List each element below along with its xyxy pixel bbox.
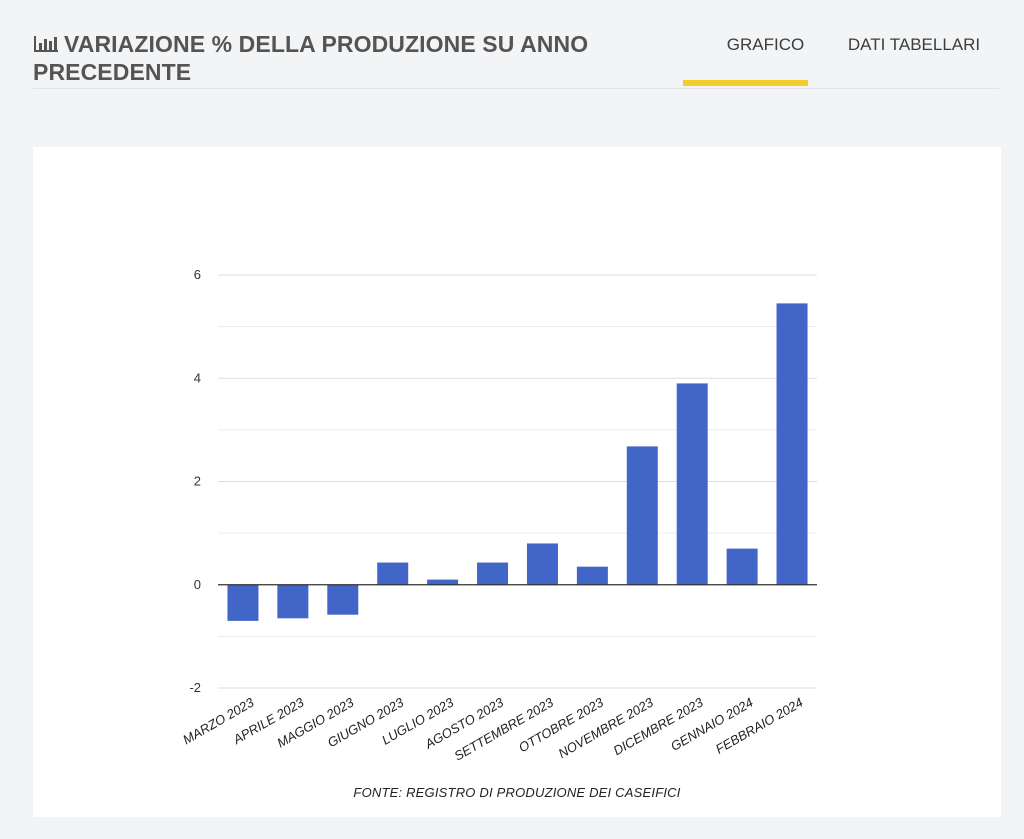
bar bbox=[526, 543, 558, 585]
bar bbox=[227, 584, 259, 621]
bar bbox=[327, 584, 359, 615]
bar bbox=[726, 548, 758, 585]
chart-card: -2 0 2 4 6 MARZO 2023 APRILE 2023 MAGGIO 2023 GI… bbox=[33, 147, 1001, 817]
y-tick-label: 4 bbox=[194, 370, 201, 385]
y-tick-label: 0 bbox=[194, 577, 201, 592]
active-tab-indicator bbox=[683, 80, 808, 86]
title-block: VARIAZIONE % DELLA PRODUZIONE SU ANNO PR… bbox=[33, 30, 653, 86]
bar bbox=[277, 584, 309, 619]
tab-grafico[interactable]: GRAFICO bbox=[726, 35, 805, 54]
y-tick-label: -2 bbox=[189, 680, 201, 695]
tab-dati-tabellari[interactable]: DATI TABELLARI bbox=[847, 35, 981, 54]
bar bbox=[427, 579, 459, 585]
bar bbox=[477, 562, 509, 585]
page-title: VARIAZIONE % DELLA PRODUZIONE SU ANNO PR… bbox=[33, 31, 589, 85]
bar bbox=[626, 446, 658, 585]
y-tick-label: 2 bbox=[194, 474, 201, 489]
bar-chart-icon bbox=[33, 35, 59, 53]
chart-source: FONTE: REGISTRO DI PRODUZIONE DEI CASEIF… bbox=[353, 785, 681, 800]
bar bbox=[576, 566, 608, 585]
bar bbox=[776, 303, 808, 585]
bar bbox=[676, 383, 708, 585]
x-tick-label: FEBBRAIO 2024 bbox=[713, 695, 806, 757]
bar bbox=[377, 562, 409, 585]
y-tick-label: 6 bbox=[194, 267, 201, 282]
chart-header: VARIAZIONE % DELLA PRODUZIONE SU ANNO PR… bbox=[33, 30, 999, 89]
